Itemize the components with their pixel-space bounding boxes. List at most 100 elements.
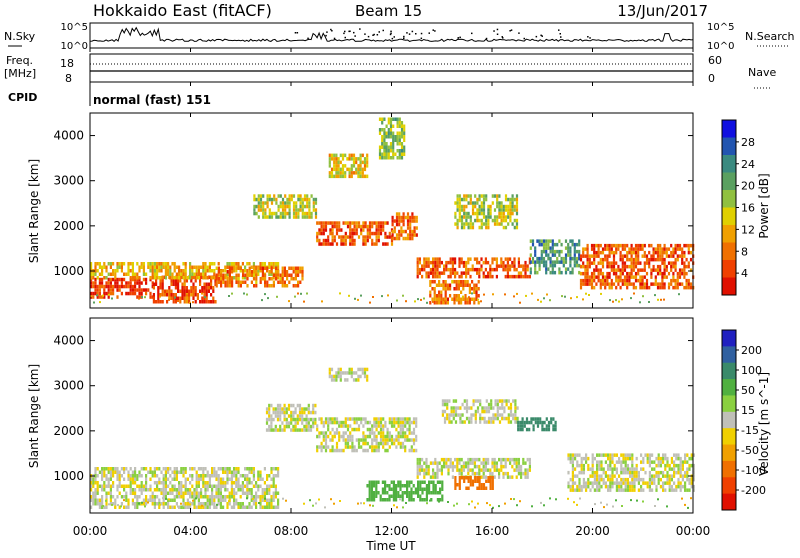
heatmap-cell	[650, 257, 653, 262]
heatmap-cell	[103, 295, 106, 299]
heatmap-cell	[375, 484, 378, 488]
heatmap-cell	[138, 277, 141, 282]
heatmap-cell	[608, 285, 611, 290]
heatmap-cell	[654, 505, 656, 507]
heatmap-cell	[537, 298, 539, 301]
heatmap-cell	[481, 406, 484, 410]
heatmap-cell	[524, 264, 527, 268]
heatmap-cell	[529, 239, 532, 243]
heatmap-cell	[685, 285, 688, 290]
heatmap-cell	[352, 157, 356, 161]
heatmap-cell	[395, 445, 398, 449]
heatmap-cell	[216, 503, 218, 506]
heatmap-cell	[309, 428, 313, 432]
heatmap-cell	[522, 274, 525, 279]
heatmap-cell	[631, 460, 634, 464]
heatmap-cell	[554, 424, 557, 428]
heatmap-cell	[371, 242, 374, 246]
heatmap-cell	[413, 219, 416, 223]
heatmap-cell	[386, 498, 389, 502]
heatmap-cell	[156, 502, 159, 506]
heatmap-cell	[392, 498, 395, 502]
heatmap-cell	[515, 468, 518, 472]
heatmap-cell	[395, 494, 398, 498]
heatmap-cell	[203, 289, 206, 293]
heatmap-cell	[604, 243, 607, 248]
heatmap-cell	[272, 474, 275, 478]
heatmap-cell	[528, 464, 531, 469]
frequency-label-1: Freq.	[6, 54, 33, 67]
heatmap-cell	[94, 474, 97, 478]
heatmap-cell	[191, 467, 194, 471]
heatmap-cell	[689, 282, 693, 286]
heatmap-cell	[337, 374, 340, 379]
heatmap-cell	[116, 284, 119, 289]
heatmap-cell	[94, 272, 97, 276]
heatmap-cell	[194, 293, 197, 297]
heatmap-cell	[327, 221, 330, 225]
heatmap-cell	[578, 453, 581, 457]
heatmap-cell	[496, 222, 499, 226]
heatmap-cell	[410, 494, 413, 498]
heatmap-cell	[468, 290, 471, 294]
noise-dot	[415, 33, 417, 35]
heatmap-cell	[390, 441, 394, 446]
heatmap-cell	[272, 407, 275, 411]
heatmap-cell	[388, 484, 391, 488]
heatmap-cell	[641, 278, 644, 283]
heatmap-cell	[362, 438, 365, 442]
heatmap-cell	[469, 274, 472, 279]
heatmap-cell	[141, 296, 143, 299]
heatmap-cell	[489, 483, 492, 487]
heatmap-cell	[190, 293, 193, 297]
heatmap-cell	[495, 468, 498, 472]
heatmap-cell	[307, 407, 310, 411]
heatmap-cell	[277, 276, 280, 280]
heatmap-cell	[648, 285, 651, 290]
heatmap-cell	[90, 295, 92, 298]
heatmap-cell	[487, 479, 490, 483]
heatmap-cell	[578, 488, 581, 492]
heatmap-cell	[235, 484, 238, 488]
heatmap-cell	[487, 409, 491, 414]
heatmap-cell	[350, 371, 353, 375]
heatmap-cell	[235, 277, 238, 281]
heatmap-cell	[395, 219, 399, 223]
heatmap-cell	[513, 295, 515, 298]
heatmap-cell	[305, 414, 308, 418]
heatmap-cell	[489, 476, 492, 480]
heatmap-cell	[228, 467, 231, 471]
heatmap-cell	[655, 488, 658, 492]
heatmap-cell	[348, 153, 351, 158]
noise-dot	[420, 37, 423, 40]
heatmap-cell	[398, 215, 401, 220]
heatmap-cell	[681, 474, 684, 478]
heatmap-cell	[290, 428, 293, 432]
heatmap-cell	[131, 269, 134, 273]
heatmap-cell	[517, 468, 520, 472]
heatmap-cell	[244, 276, 247, 280]
heatmap-cell	[392, 145, 395, 149]
heatmap-cell	[312, 504, 314, 507]
heatmap-cell	[377, 480, 380, 484]
heatmap-cell	[281, 273, 284, 277]
heatmap-cell	[329, 438, 332, 442]
heatmap-cell	[230, 488, 233, 492]
heatmap-cell	[184, 505, 187, 509]
heatmap-cell	[344, 164, 347, 168]
heatmap-cell	[571, 488, 574, 492]
heatmap-cell	[408, 427, 411, 432]
heatmap-cell	[275, 273, 278, 277]
heatmap-cell	[634, 271, 638, 276]
heatmap-cell	[678, 243, 682, 248]
heatmap-cell	[383, 135, 386, 139]
heatmap-cell	[377, 417, 380, 421]
heatmap-cell	[485, 409, 488, 414]
heatmap-cell	[395, 417, 398, 421]
heatmap-cell	[611, 484, 614, 489]
heatmap-cell	[564, 267, 568, 271]
heatmap-cell	[478, 267, 481, 272]
heatmap-cell	[371, 424, 374, 428]
heatmap-cell	[153, 481, 156, 485]
heatmap-cell	[495, 267, 498, 272]
